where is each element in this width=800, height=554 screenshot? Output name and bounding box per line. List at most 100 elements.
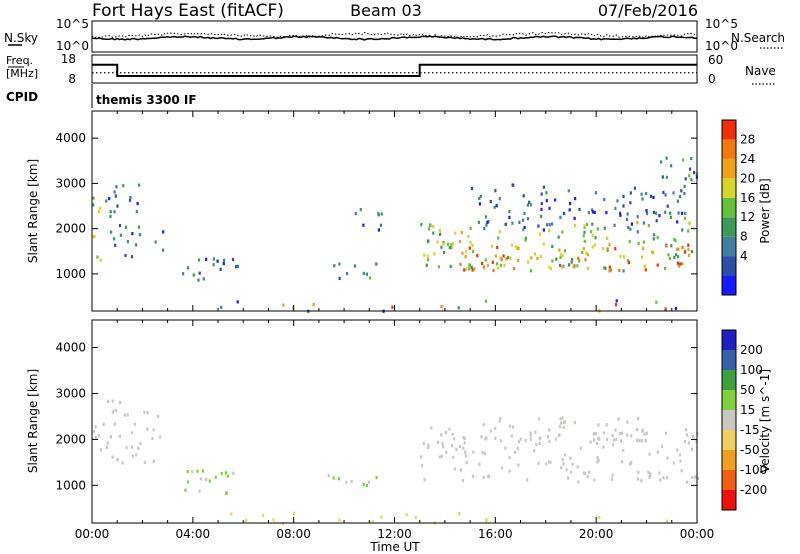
range-gate-cell — [591, 210, 595, 214]
range-gate-cell — [139, 441, 142, 446]
range-gate-cell — [597, 458, 600, 462]
colorbar-frame — [721, 329, 737, 511]
range-gate-cell — [508, 210, 511, 214]
colorbar-tick-label: 24 — [740, 152, 755, 166]
range-gate-cell — [105, 445, 109, 449]
range-gate-cell — [628, 239, 631, 244]
range-gate-cell — [666, 476, 669, 480]
range-gate-cell — [655, 211, 658, 215]
range-gate-cell — [272, 518, 275, 522]
range-gate-cell — [524, 238, 527, 242]
range-gate-cell — [675, 253, 678, 257]
range-gate-cell — [516, 246, 519, 251]
range-gate-cell — [465, 249, 468, 253]
range-gate-cell — [486, 263, 490, 267]
colorbar-tick-label: 12 — [740, 210, 755, 224]
range-gate-cell — [604, 266, 607, 270]
range-gate-cell — [495, 204, 498, 208]
range-gate-cell — [673, 237, 676, 242]
range-gate-cell — [676, 220, 679, 224]
range-gate-cell — [441, 442, 444, 446]
range-gate-cell — [529, 431, 532, 435]
range-gate-cell — [573, 216, 576, 220]
range-gate-cell — [687, 441, 690, 445]
range-gate-cell — [637, 241, 640, 245]
range-gate-cell — [464, 255, 467, 259]
range-gate-cell — [109, 435, 113, 439]
range-gate-cell — [495, 262, 499, 266]
range-gate-cell — [568, 263, 571, 267]
range-gate-cell — [129, 195, 132, 200]
range-gate-cell — [463, 441, 466, 445]
range-gate-cell — [676, 199, 679, 203]
range-gate-cell — [365, 272, 368, 276]
range-gate-cell — [681, 245, 684, 249]
range-gate-cell — [451, 432, 454, 436]
range-gate-cell — [97, 434, 101, 438]
range-gate-cell — [637, 470, 640, 475]
range-gate-cell — [573, 264, 576, 268]
range-gate-cell — [557, 235, 560, 239]
range-gate-cell — [648, 452, 651, 456]
range-gate-cell — [131, 454, 134, 458]
range-gate-cell — [231, 257, 235, 262]
range-gate-cell — [548, 439, 551, 443]
range-gate-cell — [586, 253, 589, 257]
range-gate-cell — [468, 246, 471, 250]
velocity-panel-frame — [91, 319, 698, 524]
range-gate-cell — [462, 446, 465, 450]
range-gate-cell — [636, 427, 639, 431]
range-gate-cell — [205, 257, 208, 261]
range-gate-cell — [471, 249, 475, 253]
range-gate-cell — [192, 273, 195, 277]
range-gate-cell — [642, 221, 645, 225]
range-gate-cell — [126, 413, 129, 417]
range-gate-cell — [338, 518, 341, 522]
range-gate-cell — [529, 433, 532, 438]
range-gate-cell — [445, 450, 448, 454]
range-gate-cell — [677, 247, 680, 251]
range-gate-cell — [368, 276, 371, 280]
range-gate-cell — [94, 425, 97, 429]
range-gate-cell — [470, 265, 473, 269]
range-gate-cell — [540, 214, 543, 218]
range-gate-cell — [586, 474, 589, 479]
range-gate-cell — [471, 474, 475, 478]
range-gate-cell — [540, 192, 543, 196]
range-gate-cell — [558, 424, 562, 429]
velocity-ylabel: Slant Range [km] — [26, 369, 40, 473]
range-gate-cell — [426, 258, 430, 262]
range-gate-cell — [405, 513, 408, 517]
range-gate-cell — [138, 183, 141, 187]
range-gate-cell — [514, 450, 517, 454]
range-gate-cell — [186, 266, 190, 270]
range-gate-cell — [509, 257, 512, 261]
range-gate-cell — [444, 431, 448, 435]
range-gate-cell — [429, 223, 432, 227]
range-gate-cell — [420, 223, 423, 227]
range-gate-cell — [504, 222, 507, 226]
range-gate-cell — [508, 455, 511, 460]
range-gate-cell — [567, 476, 570, 480]
range-gate-cell — [440, 433, 443, 437]
range-gate-cell — [596, 227, 599, 231]
range-gate-cell — [688, 174, 691, 178]
range-gate-cell — [327, 473, 330, 478]
range-gate-cell — [436, 440, 439, 444]
range-gate-cell — [440, 305, 443, 309]
range-gate-cell — [672, 191, 675, 195]
range-gate-cell — [375, 476, 378, 480]
range-gate-cell — [652, 210, 656, 214]
range-gate-cell — [517, 463, 520, 467]
range-gate-cell — [691, 476, 694, 480]
range-gate-cell — [683, 216, 686, 220]
range-gate-cell — [483, 452, 487, 456]
range-gate-cell — [367, 480, 371, 484]
range-gate-cell — [645, 431, 648, 435]
range-gate-cell — [644, 268, 647, 272]
range-gate-cell — [158, 435, 162, 439]
range-gate-cell — [540, 201, 543, 206]
range-gate-cell — [186, 470, 189, 474]
range-gate-cell — [678, 264, 681, 268]
range-gate-cell — [427, 445, 430, 450]
